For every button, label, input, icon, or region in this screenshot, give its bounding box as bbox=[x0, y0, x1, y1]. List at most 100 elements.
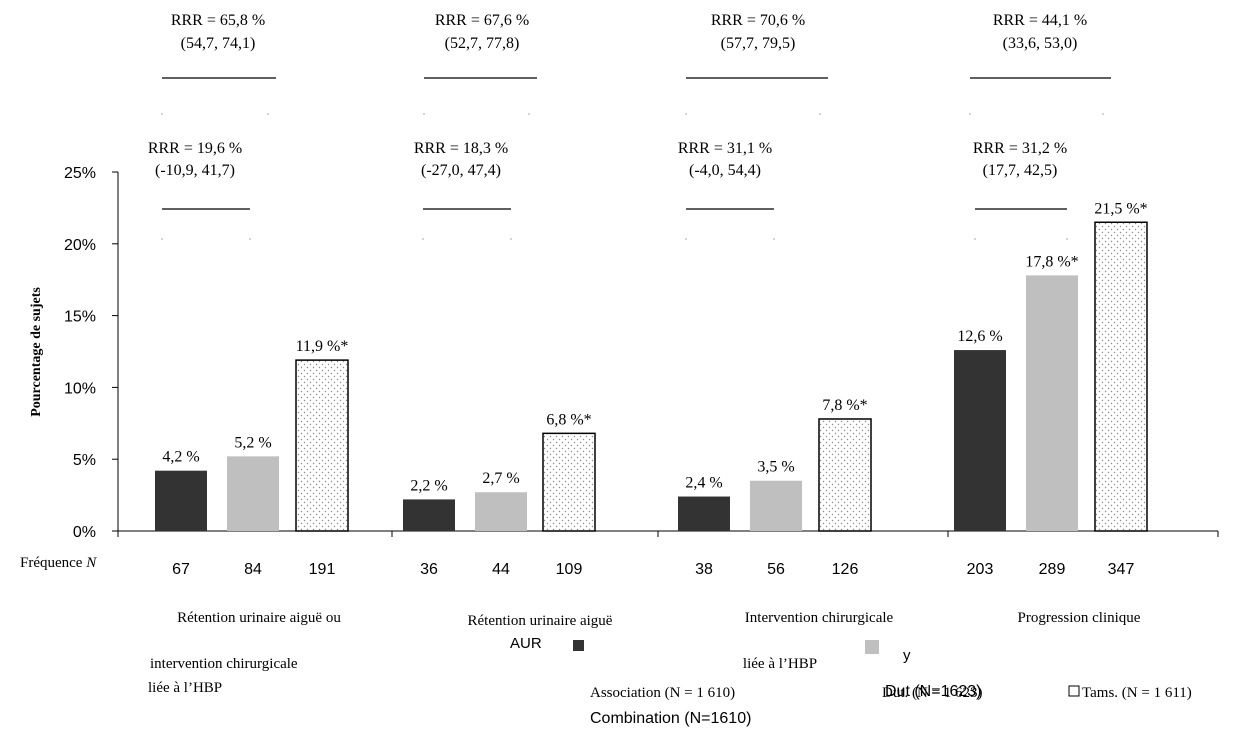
category-label: Rétention urinaire aiguë ou bbox=[177, 610, 341, 626]
frequency-label-n: N bbox=[85, 555, 97, 571]
frequency-value: 67 bbox=[172, 561, 190, 578]
bracket-dot bbox=[267, 113, 269, 115]
legend-overlay-y: y bbox=[903, 647, 911, 664]
bar-groups: 4,2 % 67 5,2 % 84 11,9 %* 191 RRR = 65,8 % (54,… bbox=[148, 12, 1148, 696]
rrr-top-label: RRR = 44,1 % bbox=[993, 12, 1087, 29]
y-tick-label: 15% bbox=[64, 309, 96, 326]
rrr-bottom-ci: (17,7, 42,5) bbox=[983, 162, 1058, 179]
bracket-dot bbox=[161, 113, 163, 115]
frequency-label-word: Fréquence bbox=[20, 555, 86, 571]
bar bbox=[1026, 275, 1078, 531]
rrr-top-label: RRR = 70,6 % bbox=[711, 12, 805, 29]
bar-value-label: 11,9 %* bbox=[296, 338, 349, 355]
frequency-value: 203 bbox=[967, 561, 994, 578]
legend-association-name: Association bbox=[590, 685, 661, 701]
legend-tams-name: Tams. bbox=[1082, 685, 1118, 701]
bracket-dot bbox=[969, 113, 971, 115]
rrr-top-ci: (52,7, 77,8) bbox=[445, 35, 520, 52]
frequency-value: 126 bbox=[832, 561, 859, 578]
bracket-dot bbox=[528, 113, 530, 115]
rrr-bottom-ci: (-27,0, 47,4) bbox=[421, 162, 501, 179]
rrr-bottom-ci: (-4,0, 54,4) bbox=[689, 162, 761, 179]
bar-value-label: 21,5 %* bbox=[1094, 200, 1147, 217]
y-axis-title: Pourcentage de sujets bbox=[29, 287, 44, 417]
bar-group: 2,4 % 38 3,5 % 56 7,8 %* 126 RRR = 70,6 % (57,7… bbox=[678, 12, 894, 672]
category-label: Rétention urinaire aiguë bbox=[468, 613, 613, 629]
legend-swatch-dut bbox=[865, 640, 879, 654]
bar-value-label: 2,7 % bbox=[482, 470, 519, 487]
bracket-dot bbox=[422, 238, 424, 240]
y-ticks: 0% 5% 10% 15% 20% 25% bbox=[64, 165, 1219, 541]
bracket-dot bbox=[974, 238, 976, 240]
legend-swatch-tams bbox=[1068, 685, 1080, 697]
frequency-value: 289 bbox=[1039, 561, 1066, 578]
bracket-dot bbox=[249, 238, 251, 240]
rrr-top-ci: (57,7, 79,5) bbox=[721, 35, 796, 52]
legend-association-n: (N = 1 610) bbox=[665, 685, 736, 701]
bar bbox=[818, 418, 872, 532]
legend-tams: Tams. (N = 1 611) bbox=[1082, 685, 1192, 701]
bar-group: 4,2 % 67 5,2 % 84 11,9 %* 191 RRR = 65,8 % (54,… bbox=[148, 12, 349, 696]
rrr-top-ci: (33,6, 53,0) bbox=[1003, 35, 1078, 52]
bar-value-label: 7,8 %* bbox=[822, 397, 867, 414]
bar bbox=[750, 480, 802, 531]
bar bbox=[295, 359, 349, 532]
y-tick-label: 20% bbox=[64, 237, 96, 254]
y-tick-label: 5% bbox=[73, 452, 96, 469]
frequency-value: 36 bbox=[420, 561, 438, 578]
bracket-dot bbox=[685, 113, 687, 115]
frequency-value: 191 bbox=[309, 561, 336, 578]
category-label: liée à l’HBP bbox=[148, 680, 222, 696]
bar-value-label: 3,5 % bbox=[757, 459, 794, 476]
frequency-value: 109 bbox=[556, 561, 583, 578]
bar-value-label: 2,2 % bbox=[410, 477, 447, 494]
rrr-bottom-label: RRR = 19,6 % bbox=[148, 140, 242, 157]
bracket-dot bbox=[423, 113, 425, 115]
bar-value-label: 17,8 %* bbox=[1025, 253, 1078, 270]
legend-overlay-combination: Combination (N=1610) bbox=[590, 710, 751, 727]
y-tick-label: 0% bbox=[73, 524, 96, 541]
frequency-value: 347 bbox=[1108, 561, 1135, 578]
bracket-dot bbox=[510, 238, 512, 240]
y-tick-label: 25% bbox=[64, 165, 96, 182]
category-label: Intervention chirurgicale bbox=[745, 610, 894, 626]
bar bbox=[678, 496, 730, 531]
y-tick-label: 10% bbox=[64, 380, 96, 397]
frequency-value: 44 bbox=[492, 561, 510, 578]
legend-overlay-dut: Dut (N=1623) bbox=[885, 683, 982, 700]
bar bbox=[542, 432, 596, 532]
rrr-bottom-label: RRR = 31,2 % bbox=[973, 140, 1067, 157]
bar bbox=[227, 456, 279, 531]
rrr-bottom-label: RRR = 18,3 % bbox=[414, 140, 508, 157]
frequency-value: 38 bbox=[695, 561, 713, 578]
bar bbox=[954, 350, 1006, 531]
bracket-dot bbox=[1102, 113, 1104, 115]
rrr-bottom-label: RRR = 31,1 % bbox=[678, 140, 772, 157]
category-label: Progression clinique bbox=[1018, 610, 1141, 626]
bar-group: 2,2 % 36 2,7 % 44 6,8 %* 109 RRR = 67,6 % (52,7… bbox=[403, 12, 613, 629]
bar bbox=[403, 499, 455, 531]
bar-group: 12,6 % 203 17,8 %* 289 21,5 %* 347 RRR = 44,1 … bbox=[954, 12, 1148, 626]
bar bbox=[1094, 221, 1148, 532]
legend-dut-name: Dut. bbox=[882, 685, 908, 701]
frequency-value: 56 bbox=[767, 561, 785, 578]
bar-value-label: 6,8 %* bbox=[546, 411, 591, 428]
legend-association: Association (N = 1 610) bbox=[590, 685, 735, 701]
legend-swatch-association bbox=[573, 640, 584, 651]
legend-dut: Dut. (N = 1 623) bbox=[882, 685, 983, 701]
frequency-value: 84 bbox=[244, 561, 262, 578]
rrr-top-label: RRR = 67,6 % bbox=[435, 12, 529, 29]
legend-dut-n: (N = 1 623) bbox=[912, 685, 983, 701]
bracket-dot bbox=[161, 238, 163, 240]
bar bbox=[155, 470, 207, 531]
bracket-dot bbox=[819, 113, 821, 115]
bracket-dot bbox=[685, 238, 687, 240]
bracket-dot bbox=[1066, 238, 1068, 240]
bar-value-label: 4,2 % bbox=[162, 449, 199, 466]
category-label: intervention chirurgicale bbox=[150, 656, 298, 672]
category-label: liée à l’HBP bbox=[743, 656, 817, 672]
bar-value-label: 5,2 % bbox=[234, 434, 271, 451]
bar bbox=[475, 492, 527, 531]
legend-tams-n: (N = 1 611) bbox=[1122, 685, 1192, 701]
